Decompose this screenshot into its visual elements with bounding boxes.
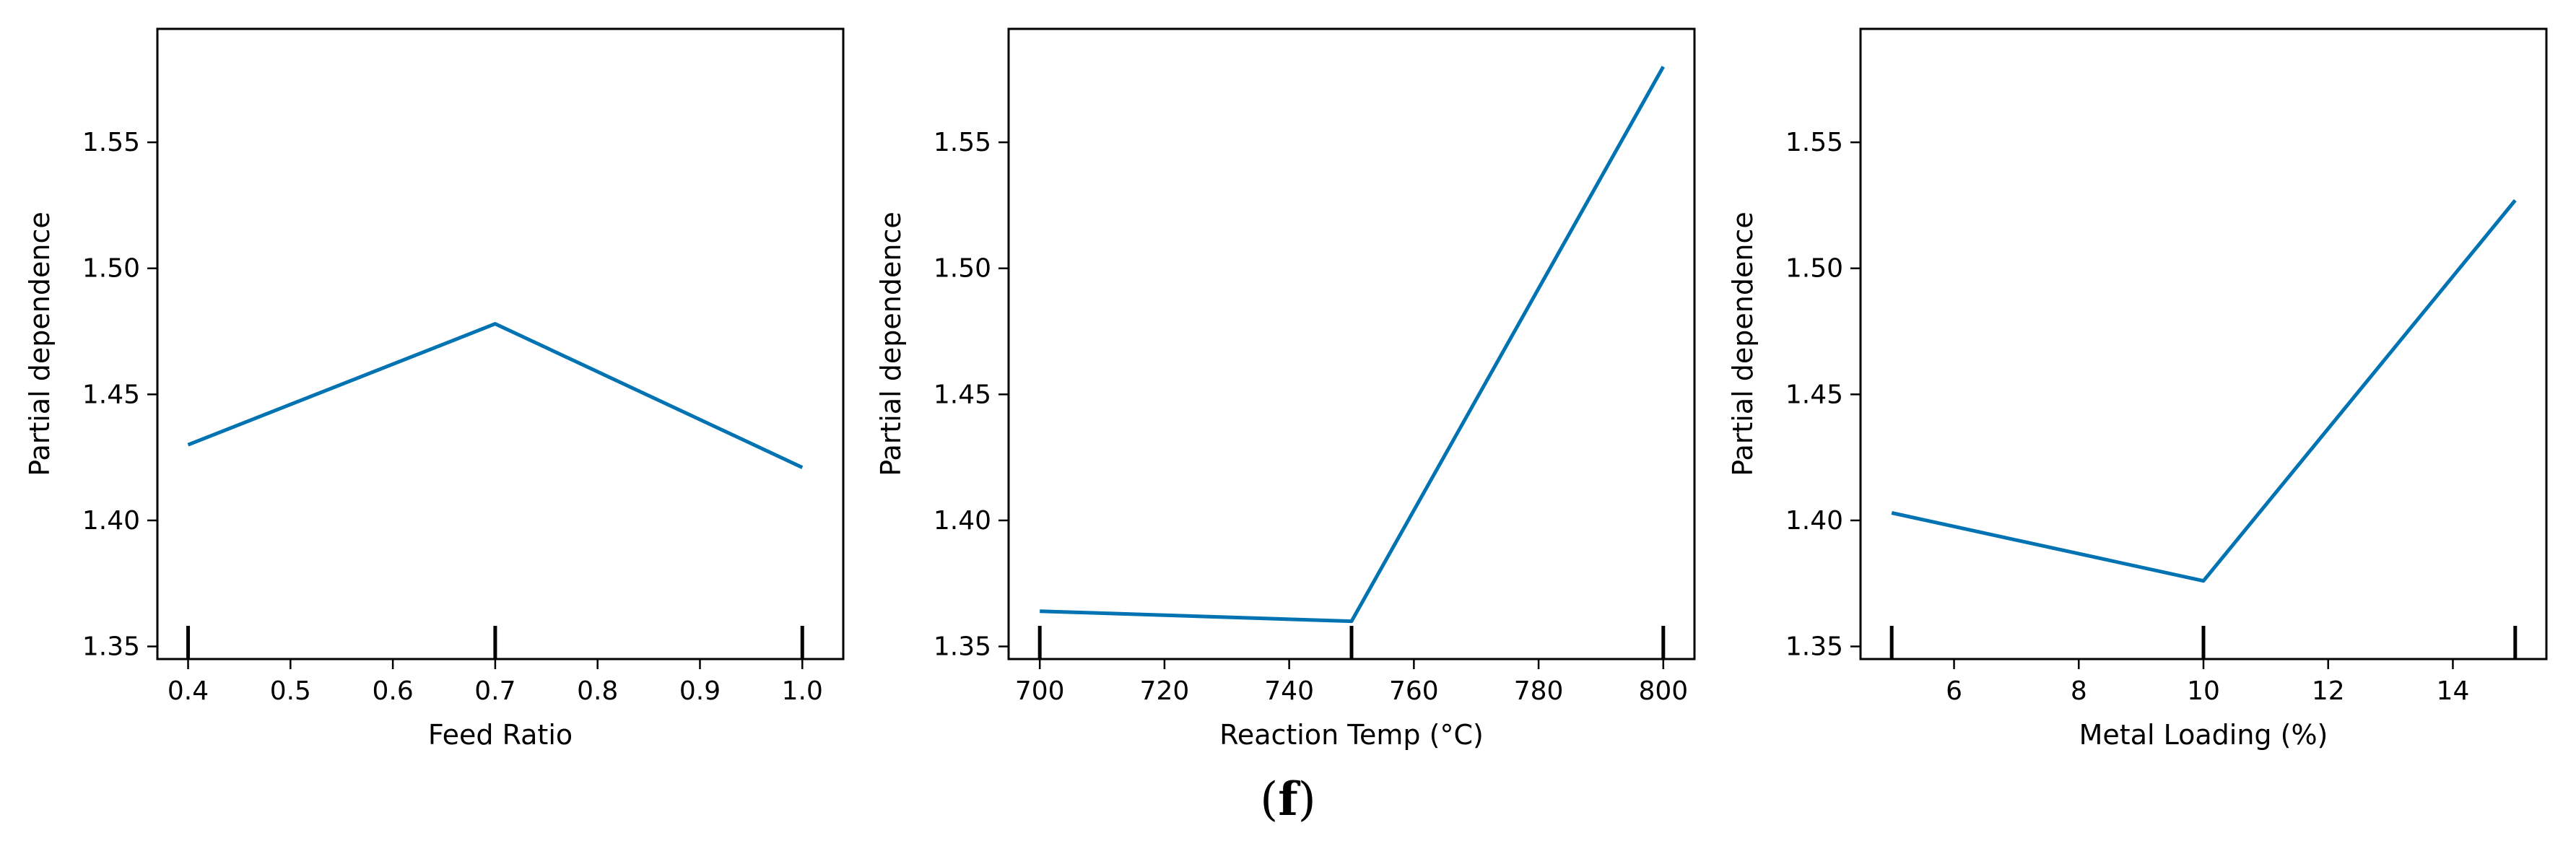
y-tick-label: 1.55 [82, 128, 140, 157]
y-axis-label: Partial dependence [1727, 212, 1759, 476]
x-tick-label: 14 [2437, 676, 2470, 706]
y-tick-label: 1.50 [82, 254, 140, 284]
y-tick-label: 1.35 [1785, 632, 1843, 662]
x-tick-label: 8 [2071, 676, 2087, 706]
x-tick-label: 0.9 [679, 676, 721, 706]
y-tick-label: 1.35 [82, 632, 140, 662]
x-tick-label: 0.4 [167, 676, 209, 706]
x-tick-label: 0.8 [577, 676, 618, 706]
y-tick-label: 1.45 [934, 380, 991, 409]
y-tick-label: 1.50 [934, 254, 991, 284]
y-tick-label: 1.40 [1785, 506, 1843, 536]
partial-dependence-line [187, 322, 804, 469]
partial-dependence-line [1891, 199, 2517, 583]
partial-dependence-line [1040, 66, 1665, 624]
y-axis-label: Partial dependence [24, 212, 56, 476]
x-tick-label: 780 [1514, 676, 1564, 706]
x-axis-label: Feed Ratio [428, 719, 573, 751]
x-tick-label: 0.5 [270, 676, 311, 706]
y-tick-label: 1.35 [934, 632, 991, 662]
x-tick-label: 800 [1638, 676, 1688, 706]
x-tick-label: 0.6 [372, 676, 413, 706]
y-tick-label: 1.55 [1785, 128, 1843, 157]
y-tick-label: 1.40 [82, 506, 140, 536]
y-axis-label: Partial dependence [875, 212, 907, 476]
caption-close-paren: ) [1297, 773, 1316, 827]
x-tick-label: 760 [1389, 676, 1439, 706]
x-tick-label: 740 [1264, 676, 1314, 706]
x-tick-label: 700 [1015, 676, 1065, 706]
chart-panel-3: 1.35 1.40 1.45 1.50 1.55 6 8 10 12 14 Metal Loadin… [1727, 27, 2548, 751]
caption-open-paren: ( [1260, 773, 1279, 827]
chart-panel-2: 1.35 1.40 1.45 1.50 1.55 700 720 740 760 780 800 Re… [875, 27, 1696, 751]
x-tick-label: 0.7 [474, 676, 515, 706]
y-tick-label: 1.45 [82, 380, 140, 409]
caption-letter: f [1278, 772, 1298, 827]
x-axis-label: Metal Loading (%) [2079, 719, 2328, 751]
chart-panel-1: 1.35 1.40 1.45 1.50 1.55 0.4 0.5 0.6 0.7 0.8 0.9 1.… [24, 27, 845, 751]
y-tick-label: 1.55 [934, 128, 991, 157]
plot-frame [1007, 27, 1696, 660]
figure-caption: (f) [0, 772, 2576, 827]
y-tick-label: 1.40 [934, 506, 991, 536]
x-tick-label: 6 [1946, 676, 1962, 706]
plot-frame [156, 27, 845, 660]
x-tick-label: 12 [2312, 676, 2345, 706]
x-tick-label: 10 [2187, 676, 2220, 706]
plot-frame [1859, 27, 2548, 660]
x-tick-label: 1.0 [782, 676, 823, 706]
x-axis-label: Reaction Temp (°C) [1219, 719, 1484, 751]
x-tick-label: 720 [1140, 676, 1190, 706]
y-tick-label: 1.45 [1785, 380, 1843, 409]
y-tick-label: 1.50 [1785, 254, 1843, 284]
